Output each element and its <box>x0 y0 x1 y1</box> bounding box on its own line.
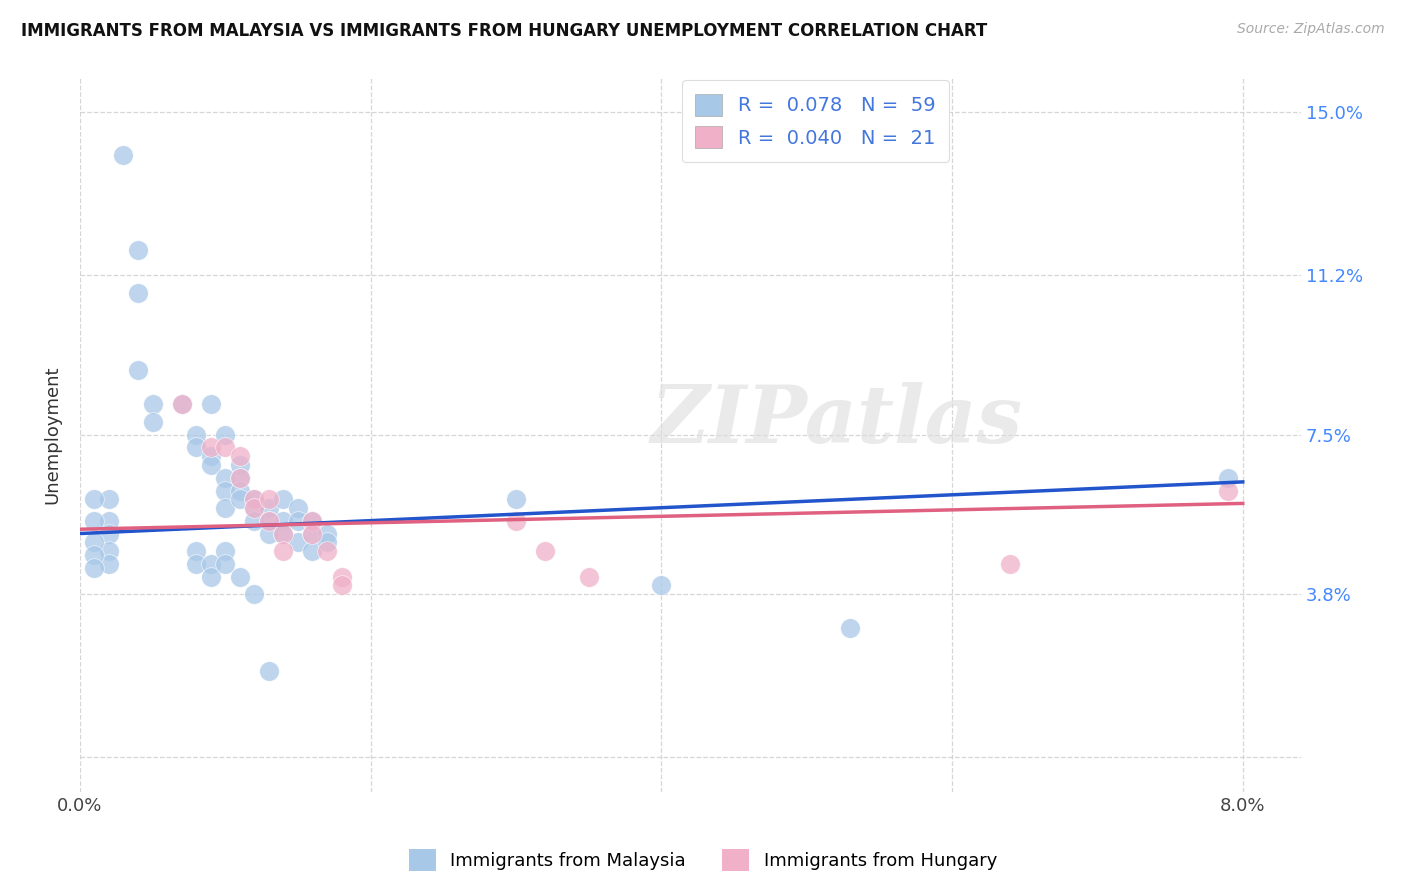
Point <box>83 514 105 528</box>
Point <box>273 514 295 528</box>
Point <box>141 397 163 411</box>
Point <box>186 441 208 455</box>
Point <box>257 526 280 541</box>
Point <box>97 492 120 507</box>
Point <box>229 569 252 583</box>
Point <box>257 514 280 528</box>
Point <box>200 441 222 455</box>
Point <box>229 470 252 484</box>
Point <box>316 535 339 549</box>
Point <box>330 578 353 592</box>
Point <box>141 415 163 429</box>
Point <box>301 543 323 558</box>
Point <box>505 492 527 507</box>
Point <box>257 492 280 507</box>
Point <box>83 548 105 562</box>
Point <box>186 557 208 571</box>
Point <box>287 514 309 528</box>
Point <box>97 526 120 541</box>
Point <box>273 526 295 541</box>
Text: ZIPatlas: ZIPatlas <box>651 382 1024 459</box>
Point <box>257 500 280 515</box>
Point <box>200 397 222 411</box>
Point <box>229 458 252 472</box>
Point <box>200 458 222 472</box>
Point <box>257 664 280 678</box>
Legend: R =  0.078   N =  59, R =  0.040   N =  21: R = 0.078 N = 59, R = 0.040 N = 21 <box>682 80 949 161</box>
Point <box>243 514 266 528</box>
Point <box>170 397 193 411</box>
Point <box>273 543 295 558</box>
Point <box>229 449 252 463</box>
Point <box>97 557 120 571</box>
Point <box>83 535 105 549</box>
Point <box>316 526 339 541</box>
Point <box>243 492 266 507</box>
Point <box>170 397 193 411</box>
Point <box>97 514 120 528</box>
Point <box>186 543 208 558</box>
Point <box>127 243 149 257</box>
Point <box>200 557 222 571</box>
Point <box>1218 470 1240 484</box>
Text: IMMIGRANTS FROM MALAYSIA VS IMMIGRANTS FROM HUNGARY UNEMPLOYMENT CORRELATION CHA: IMMIGRANTS FROM MALAYSIA VS IMMIGRANTS F… <box>21 22 987 40</box>
Point <box>214 543 236 558</box>
Point <box>301 526 323 541</box>
Point <box>578 569 600 583</box>
Point <box>316 543 339 558</box>
Point <box>998 557 1021 571</box>
Point <box>650 578 672 592</box>
Point <box>229 483 252 498</box>
Point <box>200 449 222 463</box>
Point <box>273 526 295 541</box>
Point <box>257 514 280 528</box>
Point <box>83 561 105 575</box>
Text: Source: ZipAtlas.com: Source: ZipAtlas.com <box>1237 22 1385 37</box>
Point <box>127 285 149 300</box>
Point <box>534 543 557 558</box>
Point <box>301 514 323 528</box>
Point <box>505 514 527 528</box>
Point <box>214 470 236 484</box>
Point <box>83 492 105 507</box>
Point <box>287 500 309 515</box>
Point <box>214 483 236 498</box>
Y-axis label: Unemployment: Unemployment <box>44 366 60 504</box>
Point <box>214 557 236 571</box>
Point <box>186 427 208 442</box>
Point <box>112 148 135 162</box>
Point <box>301 526 323 541</box>
Point <box>243 492 266 507</box>
Legend: Immigrants from Malaysia, Immigrants from Hungary: Immigrants from Malaysia, Immigrants fro… <box>402 842 1004 879</box>
Point <box>229 492 252 507</box>
Point <box>1218 483 1240 498</box>
Point <box>839 621 862 635</box>
Point <box>301 514 323 528</box>
Point <box>127 363 149 377</box>
Point <box>97 543 120 558</box>
Point <box>243 500 266 515</box>
Point <box>200 569 222 583</box>
Point <box>243 587 266 601</box>
Point <box>214 441 236 455</box>
Point <box>229 470 252 484</box>
Point <box>273 492 295 507</box>
Point <box>214 427 236 442</box>
Point <box>243 500 266 515</box>
Point <box>330 569 353 583</box>
Point <box>287 535 309 549</box>
Point <box>214 500 236 515</box>
